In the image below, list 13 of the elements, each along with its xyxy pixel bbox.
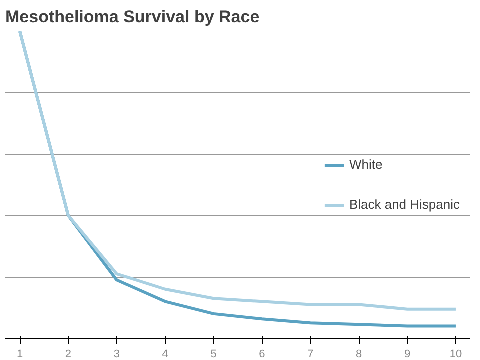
x-tick-label: 7 — [308, 348, 314, 360]
x-tick-label: 3 — [114, 348, 120, 360]
x-tick-label: 6 — [259, 348, 266, 360]
x-tick-label: 1 — [16, 348, 24, 360]
x-tick-label: 8 — [356, 348, 362, 360]
legend-label: White — [349, 157, 384, 172]
x-tick-label: 2 — [65, 348, 72, 360]
x-tick-label: 9 — [404, 348, 411, 360]
chart-title: Mesothelioma Survival by Race — [6, 8, 260, 26]
x-tick-label: 4 — [162, 348, 168, 360]
x-tick-label: 10 — [450, 348, 462, 360]
legend-label: Black and Hispanic — [349, 197, 460, 212]
x-tick-label: 5 — [210, 348, 217, 360]
